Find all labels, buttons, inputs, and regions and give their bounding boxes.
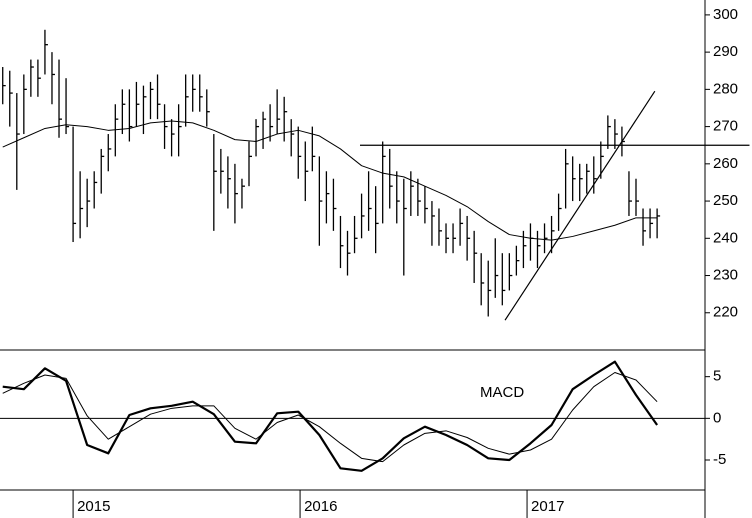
y-tick-label: 280 [713, 80, 738, 97]
y-tick-label: 240 [713, 229, 738, 246]
y-tick-label: 260 [713, 155, 738, 172]
x-tick-label: 2017 [531, 498, 564, 515]
y-tick-label: -5 [713, 451, 726, 468]
y-tick-label: 5 [713, 368, 721, 385]
moving-average [2, 120, 658, 241]
y-tick-label: 300 [713, 6, 738, 23]
y-tick-label: 270 [713, 118, 738, 135]
macd-line [2, 372, 658, 463]
x-tick-label: 2016 [304, 498, 337, 515]
y-tick-label: 220 [713, 304, 738, 321]
y-tick-label: 230 [713, 267, 738, 284]
macd-label: MACD [480, 384, 524, 401]
y-tick-label: 290 [713, 43, 738, 60]
y-tick-label: 0 [713, 409, 721, 426]
x-tick-label: 2015 [77, 498, 110, 515]
trend-line [504, 90, 656, 321]
y-tick-label: 250 [713, 192, 738, 209]
macd-line [2, 360, 659, 472]
